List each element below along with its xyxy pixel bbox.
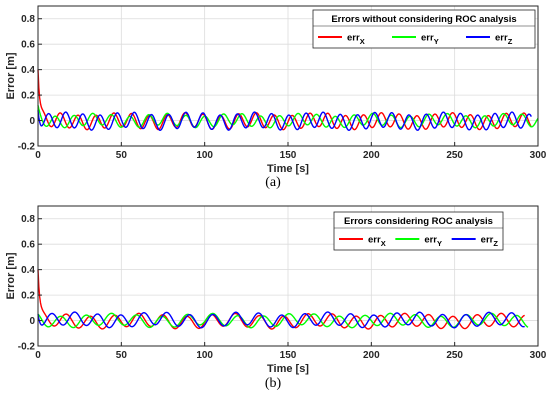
y-tick-label: 0 [29,116,35,127]
x-tick-label: 0 [35,350,41,361]
chart-panel-1: 0 50 100 150 200 250 300-0.200.20.40.60.8Time … [5,5,547,190]
series-line-err-z [37,110,532,132]
x-axis-label: Time [s] [267,363,309,375]
series-line-err-x [37,69,532,131]
x-tick-label: 50 [116,150,128,161]
legend: Errors without considering ROC analysise… [312,9,536,49]
y-axis-label: Error [m] [5,252,17,299]
x-tick-label: 200 [363,350,380,361]
x-tick-label: 300 [530,150,547,161]
y-tick-label: 0.2 [21,291,35,302]
x-tick-label: 50 [116,350,128,361]
x-tick-label: 100 [196,150,213,161]
x-tick-label: 0 [35,150,41,161]
y-tick-label: 0.2 [21,91,35,102]
panel-caption: (a) [265,175,281,190]
x-tick-label: 100 [196,350,213,361]
x-tick-label: 250 [446,150,463,161]
series-line-err-z [37,311,525,329]
y-tick-label: -0.2 [18,342,36,353]
x-tick-label: 200 [363,150,380,161]
x-tick-label: 150 [280,350,297,361]
x-tick-label: 300 [530,350,547,361]
y-tick-label: 0 [29,316,35,327]
series-line-err-x [37,269,525,330]
y-tick-label: 0.6 [21,240,35,251]
y-tick-label: -0.2 [18,142,36,153]
y-tick-label: 0.8 [21,214,35,225]
y-tick-label: 0.6 [21,40,35,51]
series-line-err-y [37,312,529,329]
y-axis-label: Error [m] [5,52,17,99]
panel-caption: (b) [265,376,282,391]
legend-box [333,211,504,251]
x-axis-label: Time [s] [267,163,309,175]
y-tick-label: 0.4 [21,65,35,76]
legend-title: Errors without considering ROC analysis [331,14,516,25]
x-tick-label: 150 [280,150,297,161]
chart-panel-2: 0 50 100 150 200 250 300-0.200.20.40.60.8Time … [5,205,547,391]
y-tick-label: 0.4 [21,265,35,276]
legend-box [312,9,536,49]
x-tick-label: 250 [446,350,463,361]
y-tick-label: 0.8 [21,14,35,25]
legend-title: Errors considering ROC analysis [344,216,493,227]
